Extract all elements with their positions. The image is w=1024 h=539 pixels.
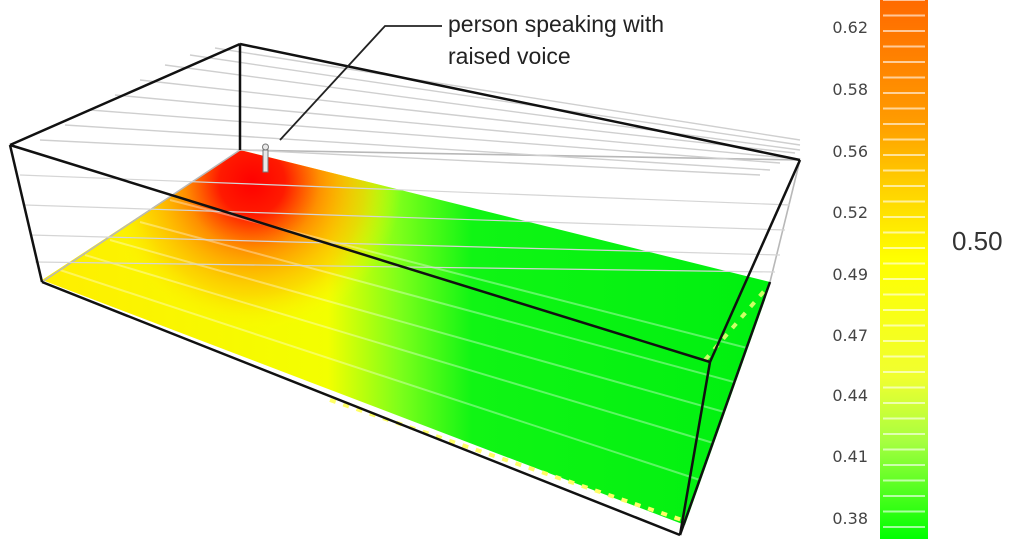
- scale-tick: 0.56: [832, 142, 868, 161]
- scale-tick: 0.49: [832, 265, 868, 284]
- annotation-line-2: raised voice: [448, 43, 571, 69]
- scale-tick: 0.47: [832, 326, 868, 345]
- scale-tick: 0.52: [832, 203, 868, 222]
- scale-tick: 0.58: [832, 80, 868, 99]
- scale-tick: 0.44: [832, 386, 868, 405]
- room-wireframe: [8, 42, 802, 537]
- annotation-leader-line: [279, 25, 442, 141]
- sound-hotspot: [42, 150, 770, 525]
- floor-heatmap: [42, 150, 770, 525]
- scale-tick: 0.41: [832, 447, 868, 466]
- annotation-label: person speaking with raised voice: [448, 8, 664, 72]
- current-scale-value: 0.50: [952, 226, 1003, 256]
- person-marker: [262, 143, 269, 173]
- color-scale-bar: [880, 0, 928, 539]
- scale-tick: 0.38: [832, 509, 868, 528]
- annotation-line-1: person speaking with: [448, 11, 665, 37]
- scale-tick: 0.62: [832, 18, 868, 37]
